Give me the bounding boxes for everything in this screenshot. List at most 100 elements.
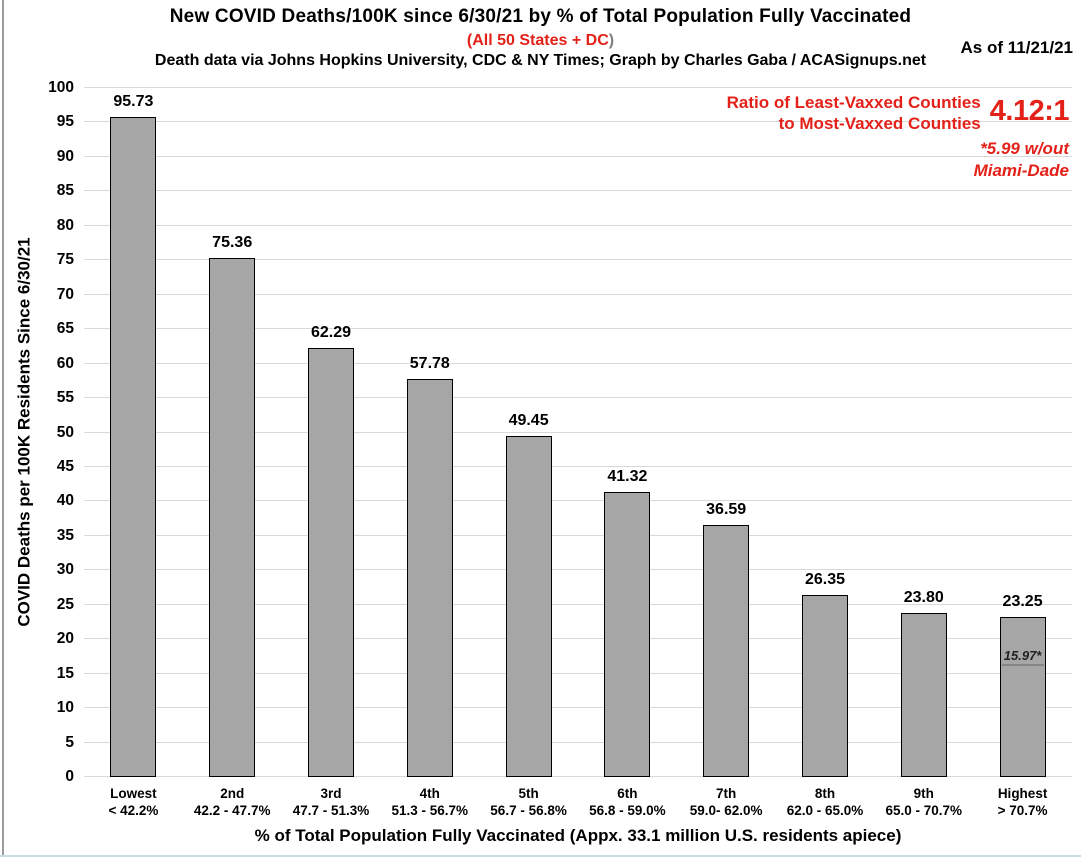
bar-column: 49.45 [479,88,578,777]
x-category-range: 47.7 - 51.3% [292,803,370,818]
sheet-bottom-edge-line [0,855,1081,857]
bar-value-label: 75.36 [212,233,253,251]
x-axis-title: % of Total Population Fully Vaccinated (… [254,826,902,845]
ratio-note-line2: Miami-Dade [973,161,1069,180]
gridline [84,672,1072,674]
y-tick-label: 85 [56,182,74,200]
y-tick-label: 0 [65,768,74,785]
x-category-label: Highest > 70.7% [973,785,1072,819]
x-category-range: 42.2 - 47.7% [193,803,271,818]
bar [703,524,750,777]
gridline [84,328,1072,330]
x-category-label: 7th 59.0- 62.0% [677,785,776,819]
bar-value-label: 36.59 [706,500,747,518]
gridline [84,465,1072,467]
x-category-label: 8th 62.0 - 65.0% [776,785,875,819]
ratio-label-line1: Ratio of Least-Vaxxed Counties [726,93,981,112]
bar-column: 95.73 [84,88,183,777]
x-category-label: 6th 56.8 - 59.0% [578,785,677,819]
y-tick-label: 100 [48,79,74,96]
x-category-label: 3rd 47.7 - 51.3% [282,785,381,819]
x-category-name: 3rd [320,786,342,801]
ratio-annotation: Ratio of Least-Vaxxed Counties to Most-V… [727,92,1070,134]
subtitle-paren-close: ) [608,31,615,49]
bar-value-label: 41.32 [607,468,648,486]
y-tick-label: 30 [56,561,74,579]
x-category-name: 5th [518,786,539,801]
bar [801,595,848,777]
bar-value-label: 23.80 [903,589,944,607]
y-tick-label: 40 [56,492,74,510]
x-category-range: 56.8 - 59.0% [589,803,666,818]
x-category-range: > 70.7% [997,803,1048,818]
ratio-value: 4.12:1 [989,95,1070,127]
sheet-left-edge-line [2,0,4,856]
gridline [84,259,1072,261]
gridline [84,707,1072,709]
gridline [84,638,1072,640]
bar-value-label: 57.78 [409,354,450,372]
x-category-label: 5th 56.7 - 56.8% [479,785,578,819]
x-category-name: 6th [617,786,638,801]
gridline [84,190,1072,192]
y-tick-label: 25 [56,595,74,613]
y-tick-label: 70 [56,285,74,303]
bar-column: 26.35 [776,88,875,777]
bar-value-label: 26.35 [804,571,845,589]
x-category-name: 2nd [220,786,245,801]
x-category-name: 7th [716,786,737,801]
x-category-range: 65.0 - 70.7% [885,803,963,818]
y-tick-label: 50 [56,423,74,441]
y-tick-label: 45 [56,457,74,475]
chart-subtitle: (All 50 States + DC) [0,31,1081,50]
gridline [84,776,1072,777]
bar [406,378,453,777]
y-tick-label: 90 [56,147,74,165]
gridline [84,741,1072,743]
bar: 15.97* [999,616,1046,777]
y-tick-label: 10 [56,699,74,717]
bar [604,492,651,777]
y-tick-label: 80 [56,216,74,234]
chart-source: Death data via Johns Hopkins University,… [154,51,927,69]
gridline [84,87,1072,88]
x-category-label: 2nd 42.2 - 47.7% [183,785,282,819]
x-category-label: Lowest < 42.2% [84,785,183,819]
x-category-name: Highest [997,786,1048,801]
subtitle-text: All 50 States + DC [472,31,609,49]
gridline [84,121,1072,123]
x-category-range: 59.0- 62.0% [689,803,763,818]
bar-column: 75.36 [183,88,282,777]
gridline [84,155,1072,157]
ratio-label: Ratio of Least-Vaxxed Counties to Most-V… [727,92,981,134]
gridline [84,224,1072,226]
bar [307,347,354,777]
bar-value-label: 49.45 [508,412,549,430]
bar-column: 36.59 [677,88,776,777]
bar-inner-note: 15.97* [1001,648,1044,666]
y-tick-label: 75 [56,251,74,269]
chart-header: New COVID Deaths/100K since 6/30/21 by %… [0,6,1081,70]
bar-columns: 95.73 75.36 62.29 57.78 49.45 41.32 36.59 26.35… [84,88,1072,777]
x-category-range: < 42.2% [108,803,159,818]
bar-column: 57.78 [380,88,479,777]
gridline [84,500,1072,502]
x-axis-labels: Lowest < 42.2% 2nd 42.2 - 47.7% 3rd 47.7 - 51… [84,785,1072,819]
x-category-name: 4th [419,786,440,801]
y-tick-label: 20 [56,630,74,648]
x-category-range: 62.0 - 65.0% [786,803,864,818]
bar [900,613,947,777]
x-category-range: 51.3 - 56.7% [391,803,469,818]
as-of-date: As of 11/21/21 [960,38,1073,57]
gridline [84,569,1072,571]
gridline [84,431,1072,433]
y-tick-label: 55 [56,389,74,407]
x-category-name: 8th [814,786,836,801]
y-tick-label: 65 [56,320,74,338]
x-category-name: Lowest [110,786,157,801]
bar-column: 41.32 [578,88,677,777]
bar-value-label: 62.29 [310,323,352,341]
x-category-label: 4th 51.3 - 56.7% [380,785,479,819]
gridline [84,362,1072,364]
subtitle-paren-open: ( [466,31,473,49]
